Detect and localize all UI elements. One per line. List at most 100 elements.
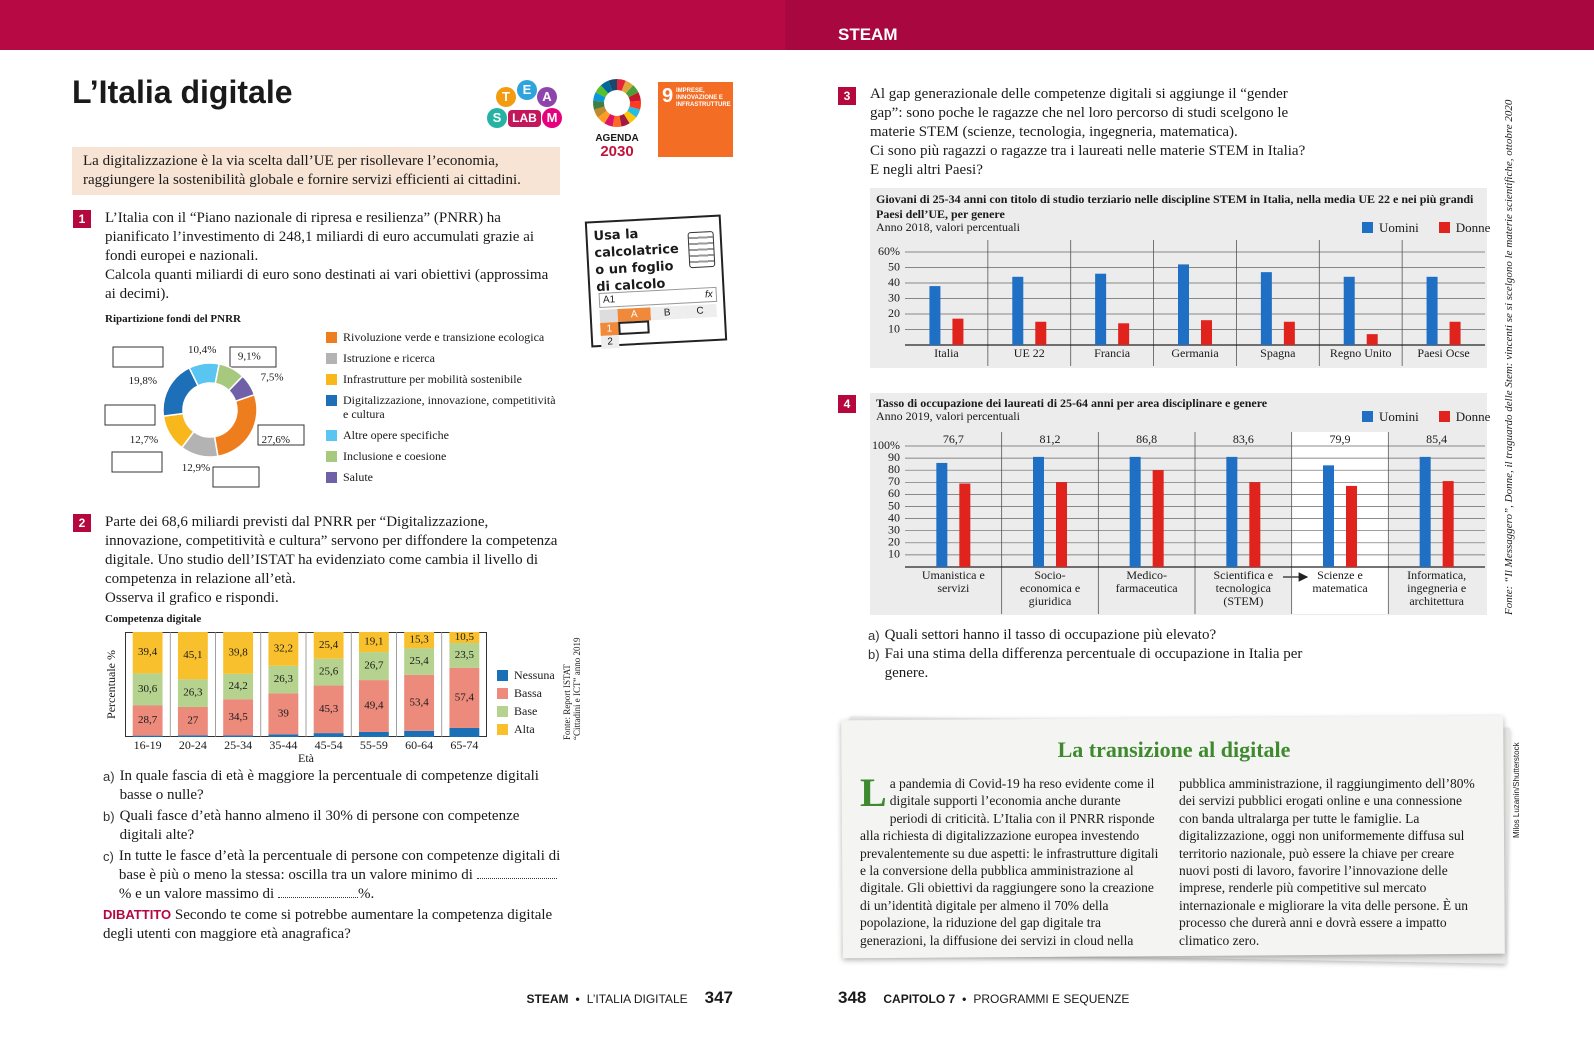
top-bar-left [0,0,785,50]
donut-slice [227,375,256,403]
footer-left: STEAM • L’ITALIA DIGITALE 347 [420,988,733,1008]
segment-label: 49,4 [364,700,384,712]
total-label: 85,4 [1426,432,1447,446]
x-tick-label: Scientifica e tecnologica (STEM) [1213,568,1274,608]
footer-topic: PROGRAMMI E SEQUENZE [973,992,1130,1006]
exercise-text: Parte dei 68,6 miliardi previsti dal PNR… [105,513,561,608]
sheet: A1 fx A B C 1 2 [598,286,720,349]
legend-item: Digitalizzazione, innovazione, competiti… [326,393,561,421]
legend-item: Infrastrutture per mobilità sostenibile [326,372,561,386]
y-tick-label: 40 [888,275,900,289]
legend-item: Uomini [1362,220,1419,235]
total-label: 83,6 [1233,432,1254,446]
question-letter: b) [103,809,115,824]
total-label: 76,7 [943,432,964,446]
segment-label: 57,4 [455,691,475,703]
segment-label: 39 [278,707,290,719]
segment-label: 53,4 [410,696,430,708]
legend-label: Inclusione e coesione [343,449,447,463]
questions: a) In quale fascia di età è maggiore la p… [103,767,563,944]
paragraph: Parte dei 68,6 miliardi previsti dal PNR… [105,514,558,587]
chart-title: Competenza digitale [105,613,202,625]
x-tick-label: Informatica, ingegneria e architettura [1407,568,1467,608]
bar [1343,276,1355,345]
bar-segment [132,673,163,706]
question-letter: c) [103,849,114,864]
footer-sep: • [962,992,967,1006]
legend-item: Bassa [497,686,555,700]
bar [1056,482,1067,567]
bar [1283,321,1295,345]
article-text: a pandemia di Covid-19 ha reso evidente … [860,776,1475,948]
bar [1129,456,1141,567]
exercise-text: L’Italia con il “Piano nazionale di ripr… [105,209,561,304]
x-tick-label: Regno Unito [1329,346,1392,360]
legend: Rivoluzione verde e transizione ecologic… [326,330,561,491]
legend-swatch [497,670,508,681]
y-tick-label: 50 [888,259,900,273]
logo-lab: LAB [508,110,541,127]
bar [1426,276,1438,345]
legend-swatch [1438,411,1450,422]
y-tick-label: 10 [888,547,900,561]
legend-label: Base [514,704,538,718]
bar [1419,456,1431,567]
cell [618,320,650,336]
logo-segment [593,106,607,118]
bar-segment [449,643,480,668]
paragraph: Calcola quanti miliardi di euro sono des… [105,267,549,302]
x-tick-label: 65-74 [450,738,478,752]
bar [1449,321,1461,345]
source-note: Fonte: “Il Messaggero”, Donne, il tragua… [1503,99,1515,615]
legend-label: Nessuna [514,668,555,682]
intro-text: La digitalizzazione è la via scelta dall… [83,153,521,188]
question-text: In tutte le fasce d’età la percentuale d… [119,847,563,904]
y-tick-label: 30 [888,290,900,304]
logo-letter: A [537,87,557,107]
x-tick-label: 60-64 [405,738,433,752]
sdg-text: IMPRESE, INNOVAZIONE E INFRASTRUTTURE [676,88,731,108]
legend-label: Altre opere specifiche [343,428,449,442]
segment-label: 24,2 [229,680,248,692]
exercise-number: 4 [838,395,856,413]
row-header: 1 [600,322,619,336]
slice-label: 12,7% [130,434,158,446]
x-tick-label: 55-59 [360,738,388,752]
legend-item: Istruzione e ricerca [326,351,561,365]
legend-label: Istruzione e ricerca [343,351,435,365]
y-tick-label: 20 [888,306,900,320]
bar-segment [404,632,435,649]
col-header: C [683,303,717,319]
legend: Uomini Donne [1362,220,1490,235]
chart-subtitle: Anno 2018, valori percentuali [876,220,1020,234]
x-tick-label: Umanistica e servizi [921,568,985,595]
segment-label: 25,4 [410,655,430,667]
legend-swatch [497,724,508,735]
x-tick-label: Scienze e matematica [1312,568,1368,595]
legend-item: Rivoluzione verde e transizione ecologic… [326,330,561,344]
bar-segment [223,735,254,737]
legend-item: Alta [497,722,555,736]
logo-letter: S [487,108,507,128]
bar [936,462,948,567]
total-label: 86,8 [1136,432,1157,446]
bar-segment [223,699,254,736]
y-tick-label: 10 [888,321,900,335]
bar-segment [358,632,389,653]
bar-segment [223,673,254,700]
bar-segment [268,665,299,694]
questions: a) Quali settori hanno il tasso di occupa… [868,626,1308,683]
page-title: L’Italia digitale [72,74,293,110]
bar [1366,334,1378,345]
logo-segment [593,100,605,110]
logo-segment [627,106,641,118]
x-tick-label: 45-54 [315,738,343,752]
bar [1012,276,1024,345]
question-letter: a) [868,628,880,643]
segment-label: 27 [187,715,199,727]
segment-label: 32,2 [274,642,293,654]
question: b) Quali fasce d’età hanno almeno il 30% … [103,807,563,845]
legend-swatch [326,451,337,462]
legend: Uomini Donne [1362,409,1490,424]
